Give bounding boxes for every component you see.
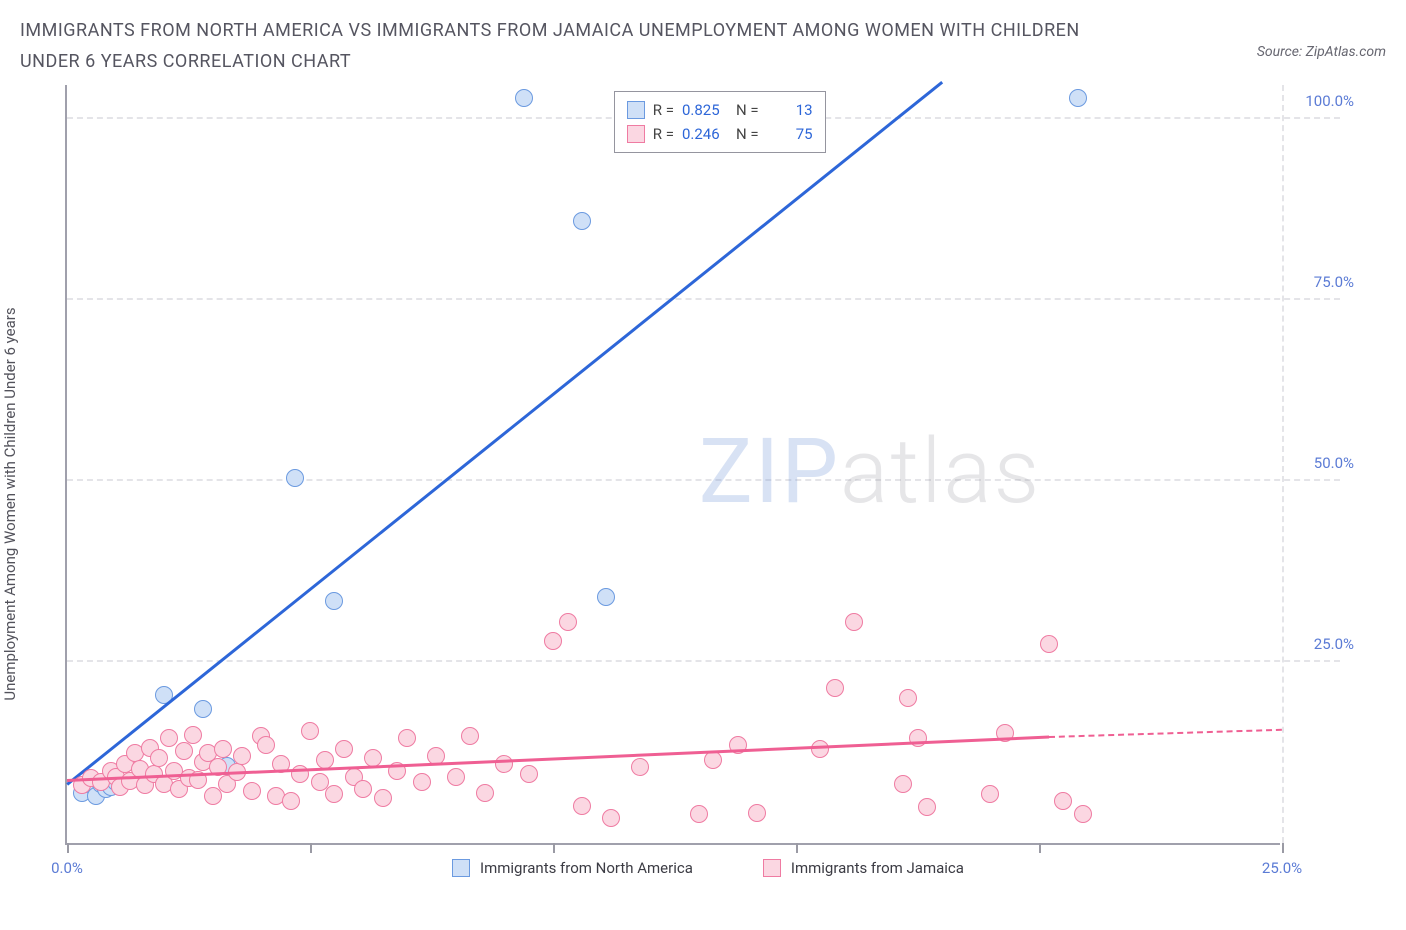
data-point-jm (520, 765, 538, 783)
legend-stats: R = 0.825 N = 13 R = 0.246 N = 75 (614, 91, 826, 153)
data-point-na (573, 212, 591, 230)
data-point-jm (573, 797, 591, 815)
legend-label: Immigrants from North America (480, 859, 693, 877)
data-point-jm (374, 789, 392, 807)
data-point-jm (909, 729, 927, 747)
data-point-jm (602, 809, 620, 827)
data-point-jm (233, 747, 251, 765)
data-point-jm (826, 679, 844, 697)
data-point-jm (335, 740, 353, 758)
data-point-na (286, 469, 304, 487)
gridline-h (67, 660, 1340, 662)
data-point-jm (631, 758, 649, 776)
data-point-jm (243, 782, 261, 800)
data-point-na (515, 89, 533, 107)
data-point-jm (845, 613, 863, 631)
legend-swatch (627, 125, 645, 143)
gridline-h (67, 298, 1340, 300)
stat-r-value: 0.825 (682, 98, 728, 122)
data-point-jm (175, 742, 193, 760)
y-axis-label: Unemployment Among Women with Children U… (1, 308, 19, 701)
legend-bottom: Immigrants from North America Immigrants … (452, 859, 964, 877)
legend-swatch (763, 859, 781, 877)
data-point-jm (398, 729, 416, 747)
data-point-jm (1074, 805, 1092, 823)
x-tick (67, 843, 69, 853)
data-point-jm (1040, 635, 1058, 653)
data-point-jm (204, 787, 222, 805)
stat-n-value: 13 (767, 98, 813, 122)
legend-item-na: Immigrants from North America (452, 859, 693, 877)
y-tick-label: 25.0% (1314, 635, 1354, 653)
data-point-jm (981, 785, 999, 803)
data-point-jm (894, 775, 912, 793)
stat-r-label: R = (653, 98, 674, 122)
plot-region: 25.0%50.0%75.0%100.0%0.0%25.0%ZIPatlasR … (65, 85, 1280, 845)
legend-swatch (452, 859, 470, 877)
stat-n-value: 75 (767, 122, 813, 146)
x-tick (1282, 843, 1284, 853)
gridline-h (67, 479, 1340, 481)
data-point-na (194, 700, 212, 718)
data-point-na (325, 592, 343, 610)
x-tick (553, 843, 555, 853)
data-point-jm (184, 726, 202, 744)
data-point-jm (748, 804, 766, 822)
data-point-jm (899, 689, 917, 707)
x-tick-label: 25.0% (1262, 859, 1302, 877)
y-tick-label: 75.0% (1314, 273, 1354, 291)
legend-row-na: R = 0.825 N = 13 (627, 98, 813, 122)
x-tick (796, 843, 798, 853)
data-point-jm (325, 785, 343, 803)
data-point-jm (690, 805, 708, 823)
stat-r-value: 0.246 (682, 122, 728, 146)
data-point-jm (461, 727, 479, 745)
trend-line (66, 81, 942, 785)
data-point-jm (559, 613, 577, 631)
data-point-jm (495, 755, 513, 773)
data-point-jm (918, 798, 936, 816)
data-point-jm (476, 784, 494, 802)
watermark: ZIPatlas (699, 419, 1041, 524)
data-point-jm (364, 749, 382, 767)
legend-swatch (627, 101, 645, 119)
x-tick (1039, 843, 1041, 853)
data-point-jm (413, 773, 431, 791)
header: IMMIGRANTS FROM NORTH AMERICA VS IMMIGRA… (20, 16, 1386, 77)
data-point-jm (316, 751, 334, 769)
data-point-jm (704, 751, 722, 769)
trend-line (1049, 729, 1282, 738)
stat-n-label: N = (736, 122, 759, 146)
data-point-jm (257, 736, 275, 754)
y-tick-label: 50.0% (1314, 454, 1354, 472)
data-point-jm (544, 632, 562, 650)
data-point-jm (301, 722, 319, 740)
x-tick (310, 843, 312, 853)
data-point-jm (214, 740, 232, 758)
x-tick-label: 0.0% (51, 859, 83, 877)
legend-row-jm: R = 0.246 N = 75 (627, 122, 813, 146)
stat-n-label: N = (736, 98, 759, 122)
data-point-jm (282, 792, 300, 810)
y-tick-label: 100.0% (1305, 92, 1354, 110)
chart-title: IMMIGRANTS FROM NORTH AMERICA VS IMMIGRA… (20, 16, 1120, 77)
data-point-na (1069, 89, 1087, 107)
legend-item-jm: Immigrants from Jamaica (763, 859, 964, 877)
chart-area: Unemployment Among Women with Children U… (20, 85, 1386, 905)
data-point-jm (150, 749, 168, 767)
data-point-jm (1054, 792, 1072, 810)
data-point-jm (811, 740, 829, 758)
data-point-jm (447, 768, 465, 786)
data-point-na (597, 588, 615, 606)
data-point-jm (354, 780, 372, 798)
source-label: Source: ZipAtlas.com (1257, 44, 1386, 60)
stat-r-label: R = (653, 122, 674, 146)
legend-label: Immigrants from Jamaica (791, 859, 964, 877)
